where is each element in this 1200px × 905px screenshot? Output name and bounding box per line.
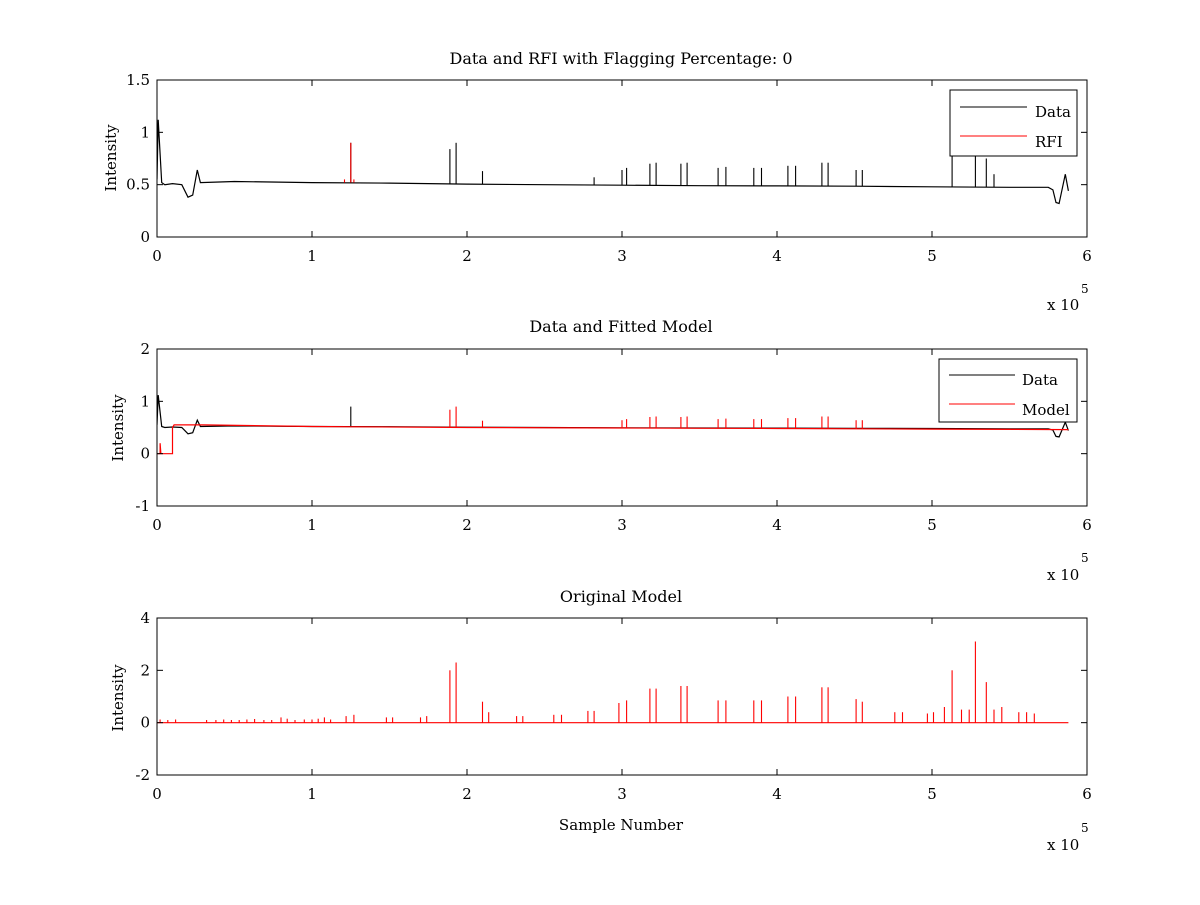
x-tick-label: 5 <box>927 516 937 534</box>
x-tick-label: 1 <box>307 247 317 265</box>
x-tick-label: 6 <box>1082 516 1092 534</box>
y-tick-label: 1 <box>140 123 150 141</box>
x-tick-label: 6 <box>1082 247 1092 265</box>
x-tick-label: 2 <box>462 516 472 534</box>
subplot-2-series <box>157 395 1069 455</box>
legend-box <box>949 89 1078 157</box>
subplot-2-x-ticks: 0 1 2 3 4 5 6 <box>152 349 1092 534</box>
subplot-3-x-label: Sample Number <box>559 816 684 834</box>
legend-data-label: Data <box>1022 371 1058 389</box>
y-tick-label: -1 <box>135 497 150 515</box>
y-tick-label: 2 <box>140 661 150 679</box>
legend-rfi-label: RFI <box>1035 133 1063 151</box>
subplot-1-y-label: Intensity <box>102 124 120 192</box>
subplot-3-x-multiplier-exponent: 5 <box>1081 821 1089 835</box>
subplot-2-y-ticks: -1 0 1 2 <box>135 340 1087 515</box>
x-tick-label: 1 <box>307 516 317 534</box>
legend-data-label: Data <box>1035 103 1071 121</box>
y-tick-label: 1.5 <box>126 71 150 89</box>
x-tick-label: 6 <box>1082 785 1092 803</box>
subplot-2-x-multiplier: x 10 <box>1047 566 1079 584</box>
model-series-line <box>157 424 1069 455</box>
x-tick-label: 4 <box>772 516 782 534</box>
x-tick-label: 5 <box>927 785 937 803</box>
x-tick-label: 3 <box>617 516 627 534</box>
subplot-3-title: Original Model <box>560 587 682 606</box>
x-tick-label: 4 <box>772 785 782 803</box>
subplot-1-series <box>157 119 1069 205</box>
x-tick-label: 0 <box>152 516 162 534</box>
x-tick-label: 4 <box>772 247 782 265</box>
x-tick-label: 0 <box>152 785 162 803</box>
y-tick-label: 0.5 <box>126 176 150 194</box>
subplot-1-x-multiplier: x 10 <box>1047 296 1079 314</box>
x-tick-label: 2 <box>462 785 472 803</box>
x-tick-label: 3 <box>617 785 627 803</box>
x-tick-label: 5 <box>927 247 937 265</box>
legend-box <box>938 358 1078 423</box>
x-tick-label: 3 <box>617 247 627 265</box>
y-tick-label: 0 <box>140 228 150 246</box>
subplot-3-x-ticks: 0 1 2 3 4 5 6 <box>152 618 1092 803</box>
subplot-3-y-label: Intensity <box>109 664 127 732</box>
y-tick-label: 2 <box>140 340 150 358</box>
subplot-1-x-ticks: 0 1 2 3 4 5 6 <box>152 80 1092 265</box>
data-series-line <box>157 119 1069 205</box>
subplot-1-title: Data and RFI with Flagging Percentage: 0 <box>449 49 792 68</box>
subplot-2-title: Data and Fitted Model <box>529 317 712 336</box>
subplot-3-x-multiplier: x 10 <box>1047 836 1079 854</box>
x-tick-label: 1 <box>307 785 317 803</box>
legend-model-label: Model <box>1022 401 1070 419</box>
subplot-1-x-multiplier-exponent: 5 <box>1081 282 1089 296</box>
subplot-2-legend: Data Model <box>938 358 1078 423</box>
x-tick-label: 2 <box>462 247 472 265</box>
y-tick-label: 4 <box>140 609 150 627</box>
subplot-3-y-ticks: -2 0 2 4 <box>135 609 1087 784</box>
x-tick-label: 0 <box>152 247 162 265</box>
subplot-1-legend: Data RFI <box>949 89 1078 157</box>
subplot-1-y-ticks: 0 0.5 1 1.5 <box>126 71 1087 246</box>
subplot-3-series <box>157 641 1069 724</box>
y-tick-label: 0 <box>140 445 150 463</box>
y-tick-label: 1 <box>140 392 150 410</box>
subplot-1: Data and RFI with Flagging Percentage: 0… <box>102 49 1092 314</box>
subplot-2-x-multiplier-exponent: 5 <box>1081 551 1089 565</box>
subplot-2-y-label: Intensity <box>109 394 127 462</box>
y-tick-label: -2 <box>135 766 150 784</box>
y-tick-label: 0 <box>140 714 150 732</box>
